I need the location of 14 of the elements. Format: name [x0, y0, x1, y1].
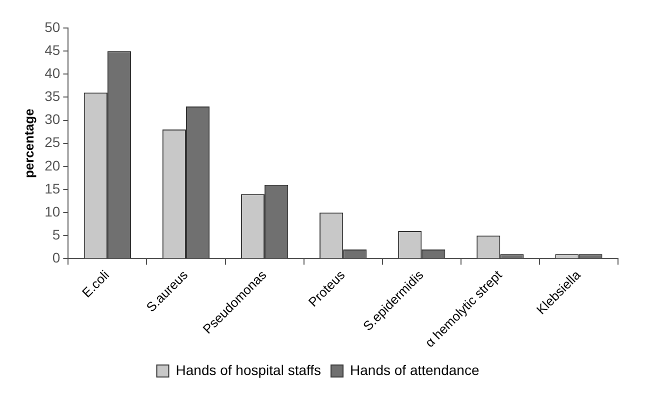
- y-tick-label: 25: [44, 134, 60, 150]
- y-tick-label: 20: [44, 157, 60, 174]
- y-tick-label: 45: [44, 42, 60, 58]
- y-tick-label: 5: [52, 226, 60, 243]
- legend-label: Hands of attendance: [350, 362, 480, 378]
- y-axis-title: percentage: [21, 108, 36, 178]
- y-tick-label: 40: [44, 65, 60, 82]
- y-tick-label: 50: [44, 18, 60, 35]
- y-tick-label: 10: [44, 203, 60, 220]
- y-tick-label: 35: [44, 88, 60, 104]
- legend-label: Hands of hospital staffs: [176, 362, 322, 378]
- y-tick-label: 0: [52, 250, 60, 266]
- y-tick-label: 15: [44, 180, 60, 196]
- y-tick-label: 30: [44, 111, 60, 128]
